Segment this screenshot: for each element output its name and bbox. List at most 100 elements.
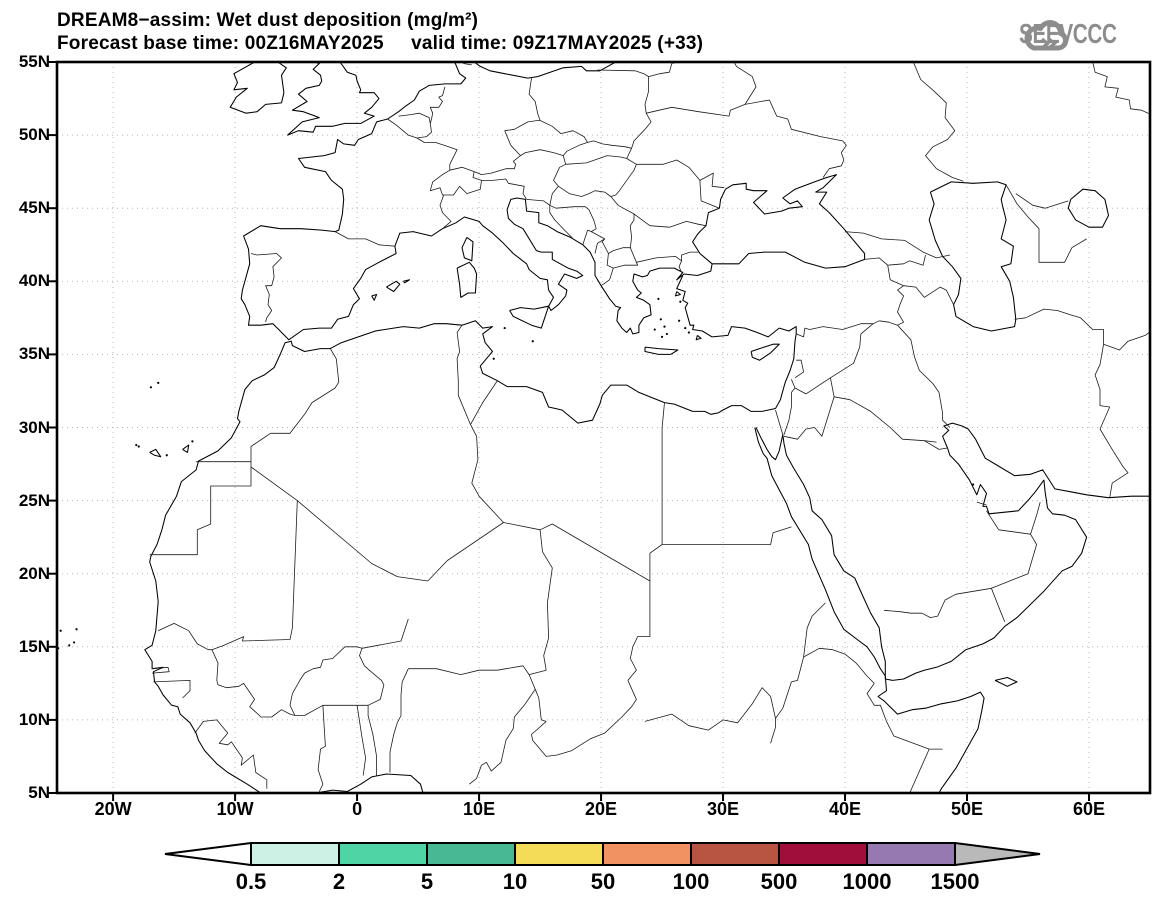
lon-tick-label: 10W bbox=[216, 799, 254, 819]
coastline bbox=[144, 275, 797, 793]
country-border bbox=[549, 204, 590, 211]
country-border bbox=[661, 402, 665, 545]
small-island bbox=[679, 300, 682, 303]
small-island bbox=[68, 644, 71, 647]
small-island bbox=[657, 297, 660, 300]
country-border bbox=[389, 668, 409, 773]
country-border bbox=[635, 62, 678, 77]
coastline bbox=[994, 676, 1018, 687]
country-border bbox=[627, 581, 651, 681]
country-border bbox=[416, 123, 432, 139]
small-island bbox=[165, 454, 168, 457]
coastline bbox=[473, 62, 616, 79]
colorbar-tick-label: 0.5 bbox=[235, 869, 267, 894]
lon-tick-label: 40E bbox=[829, 799, 862, 819]
country-border bbox=[744, 99, 847, 178]
small-island bbox=[663, 325, 666, 328]
lat-tick-label: 5N bbox=[28, 783, 50, 802]
country-border bbox=[662, 526, 792, 545]
small-island bbox=[503, 326, 506, 330]
colorbar-cell bbox=[690, 842, 780, 866]
country-border bbox=[636, 251, 699, 263]
country-border bbox=[398, 86, 446, 124]
colorbar-tick-label: 5 bbox=[420, 869, 434, 894]
coastline bbox=[695, 334, 702, 341]
country-border bbox=[796, 320, 880, 338]
country-border bbox=[587, 140, 632, 149]
lat-tick-label: 10N bbox=[18, 709, 50, 729]
country-border bbox=[250, 348, 340, 501]
country-border bbox=[794, 377, 831, 395]
colorbar-tick-label: 100 bbox=[672, 869, 710, 894]
country-border bbox=[699, 172, 725, 189]
country-border bbox=[429, 166, 482, 196]
country-border bbox=[864, 254, 926, 266]
country-border bbox=[582, 229, 592, 245]
country-border bbox=[794, 359, 804, 379]
country-border bbox=[678, 260, 682, 273]
country-border bbox=[770, 656, 804, 744]
colorbar bbox=[164, 841, 1041, 867]
small-island bbox=[687, 331, 690, 334]
country-border bbox=[553, 163, 566, 181]
country-border bbox=[503, 522, 651, 582]
country-border bbox=[903, 285, 954, 305]
country-border bbox=[636, 159, 720, 209]
coastline bbox=[386, 280, 401, 293]
country-border bbox=[783, 379, 796, 435]
small-island bbox=[972, 483, 975, 486]
colorbar-cell bbox=[426, 842, 516, 866]
small-island bbox=[678, 319, 681, 322]
lon-tick-label: 20W bbox=[94, 799, 132, 819]
coastline bbox=[928, 181, 1017, 332]
small-island bbox=[653, 328, 656, 331]
country-border bbox=[1094, 344, 1129, 498]
country-border bbox=[562, 148, 632, 165]
country-border bbox=[1103, 331, 1150, 351]
country-border bbox=[549, 205, 574, 240]
country-border bbox=[610, 196, 707, 228]
country-border bbox=[600, 267, 614, 287]
lat-tick-label: 30N bbox=[18, 417, 50, 437]
country-border bbox=[504, 120, 588, 156]
colorbar-under-arrow bbox=[164, 841, 252, 867]
country-border bbox=[474, 155, 521, 175]
lon-tick-label: 60E bbox=[1072, 799, 1106, 819]
country-border bbox=[909, 748, 930, 793]
small-island bbox=[59, 629, 62, 632]
coastline bbox=[371, 293, 378, 301]
country-border bbox=[1014, 308, 1104, 345]
seevccc-logo: SEEVCCC bbox=[1019, 18, 1151, 51]
country-border bbox=[866, 683, 887, 722]
country-border bbox=[387, 118, 458, 171]
small-island bbox=[684, 326, 687, 330]
map-canvas bbox=[47, 60, 1152, 801]
colorbar-tick-label: 500 bbox=[760, 869, 798, 894]
country-border bbox=[606, 247, 639, 269]
country-border bbox=[1092, 62, 1150, 115]
small-island bbox=[191, 440, 194, 443]
country-border bbox=[644, 687, 776, 731]
country-border bbox=[194, 719, 268, 789]
country-border bbox=[886, 721, 943, 750]
country-border bbox=[534, 689, 547, 722]
small-island bbox=[665, 332, 669, 336]
map-title: DREAM8−assim: Wet dust deposition (mg/m²… bbox=[57, 10, 479, 31]
country-border bbox=[830, 323, 874, 379]
lat-tick-label: 45N bbox=[18, 198, 50, 218]
country-border bbox=[317, 705, 326, 792]
coastline bbox=[229, 62, 287, 114]
cloud-icon bbox=[1024, 20, 1069, 51]
coastline bbox=[461, 236, 474, 262]
country-border bbox=[991, 588, 1006, 623]
country-border bbox=[844, 231, 950, 259]
country-border bbox=[361, 618, 409, 649]
coastline bbox=[149, 448, 162, 458]
country-border bbox=[879, 320, 898, 326]
country-border bbox=[528, 78, 541, 121]
colorbar-cell bbox=[514, 842, 604, 866]
small-island bbox=[659, 318, 662, 321]
coastline bbox=[754, 427, 985, 793]
country-border bbox=[408, 665, 547, 675]
